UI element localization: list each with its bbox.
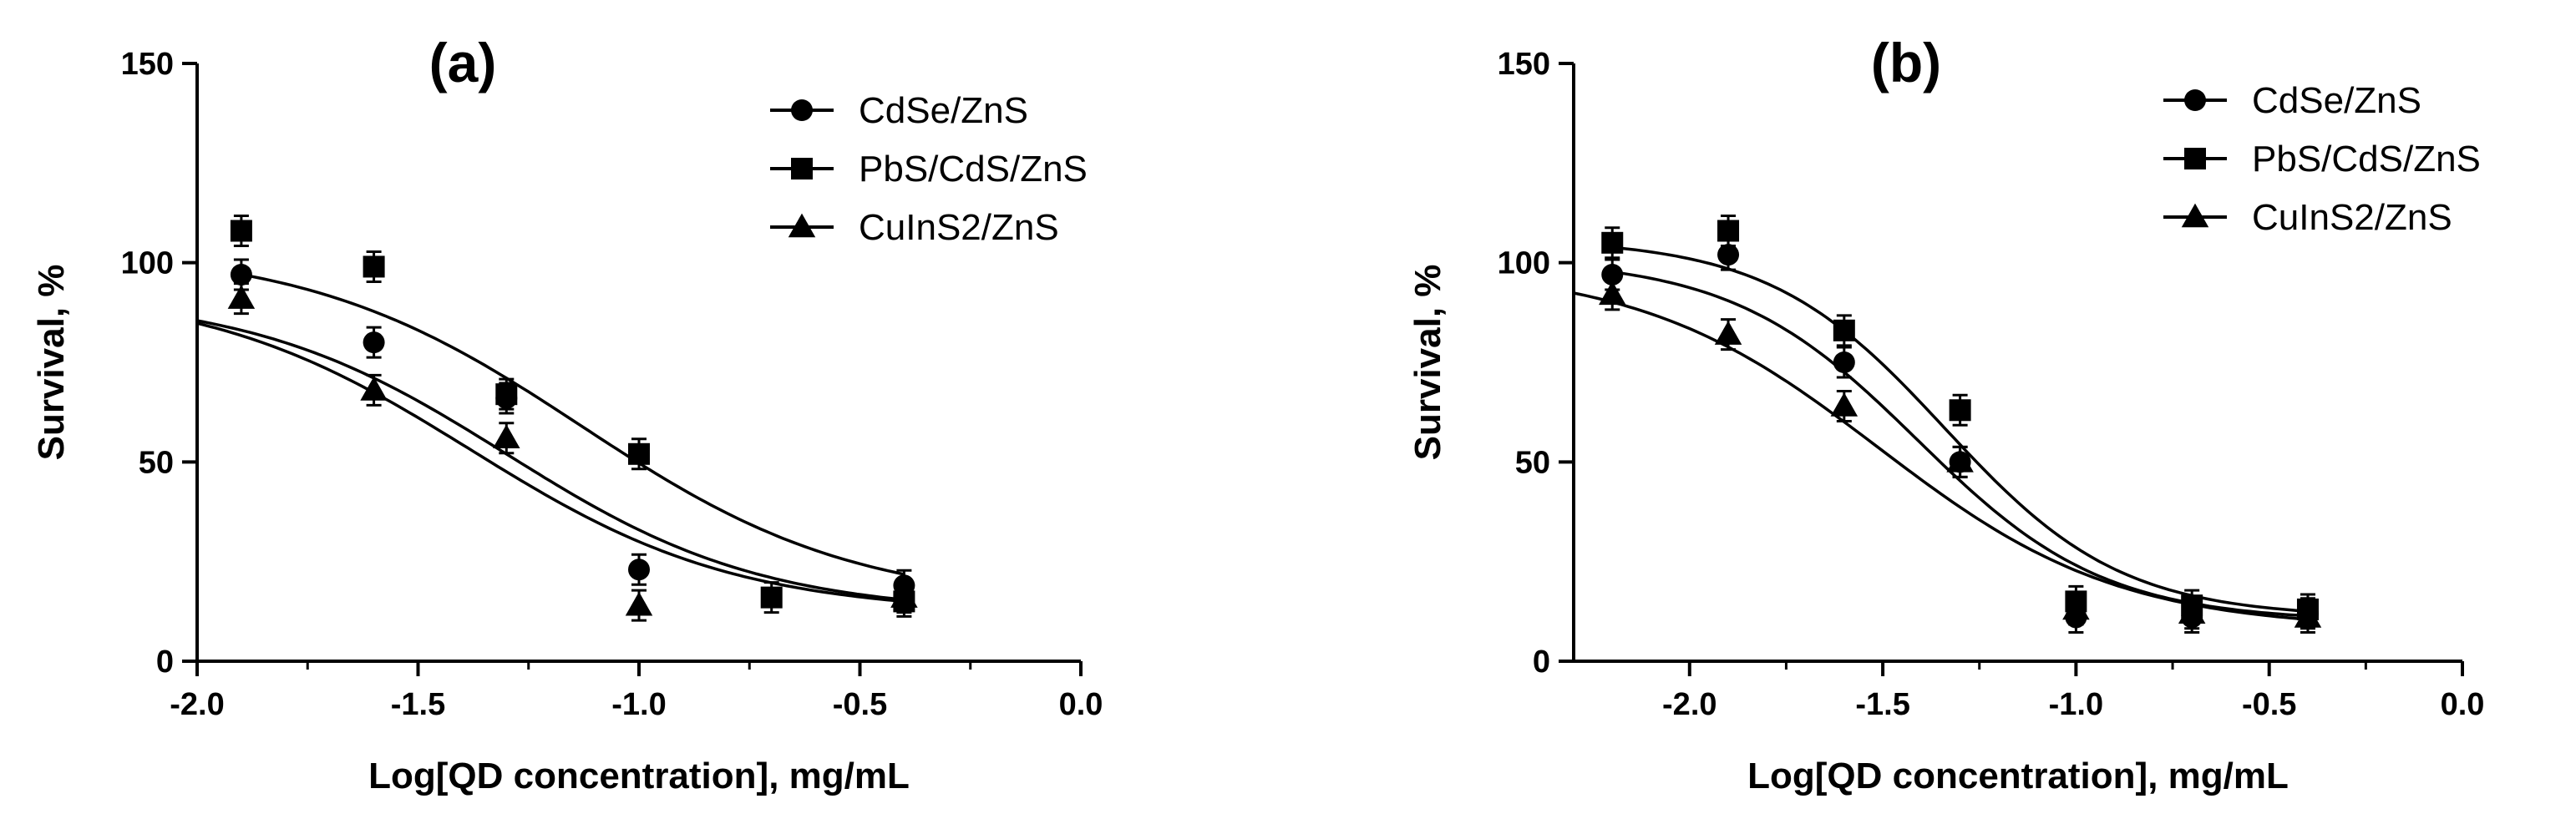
panel-b: 0 50 100 150 -2.0 -1.5 -1.0 -0.5 0.0 Log[QD conce… <box>1407 32 2484 796</box>
data-point-square <box>1949 399 1971 422</box>
data-point-circle <box>1717 244 1740 266</box>
data-point-triangle <box>2062 595 2090 620</box>
x-axis-label: Log[QD concentration], mg/mL <box>1747 756 2289 796</box>
y-axis-label: Survival, % <box>1407 265 1448 461</box>
panel-title: (a) <box>429 32 497 94</box>
data-point-triangle <box>2178 599 2206 624</box>
data-point-circle <box>1833 351 1855 373</box>
x-tick-label: -1.0 <box>611 687 666 722</box>
legend-label: CuInS2/ZnS <box>859 207 1059 248</box>
data-point-square <box>628 442 650 465</box>
y-tick-label: 100 <box>1498 246 1550 281</box>
data-point-circle <box>363 331 385 354</box>
y-tick-label: 150 <box>1498 47 1550 82</box>
panel-title: (b) <box>1871 32 1941 94</box>
legend-label: CdSe/ZnS <box>2252 80 2421 121</box>
legend-marker-circle <box>2184 89 2206 111</box>
x-tick-label: -1.5 <box>1855 687 1909 722</box>
panel-a: 0 50 100 150 -2.0 -1.5 -1.0 -0.5 0.0 Log[QD conce… <box>31 32 1103 796</box>
data-point-square <box>1717 220 1740 242</box>
data-point-circle <box>628 559 650 581</box>
data-point-square <box>363 255 385 278</box>
x-tick-label: -0.5 <box>2242 687 2296 722</box>
data-point-triangle <box>1830 392 1858 417</box>
legend-label: CuInS2/ZnS <box>2252 197 2452 238</box>
fit-curve-square <box>241 272 905 576</box>
data-point-square <box>230 220 252 242</box>
y-tick-label: 100 <box>121 246 174 281</box>
data-point-triangle <box>227 285 256 309</box>
data-point-triangle <box>2294 604 2322 628</box>
y-tick-label: 150 <box>121 47 174 82</box>
fit-curve-square <box>1612 245 2309 613</box>
x-tick-label: -0.5 <box>833 687 887 722</box>
fit-curve-circle <box>196 319 905 602</box>
x-tick-label: -1.0 <box>2049 687 2103 722</box>
data-point-square <box>1833 319 1855 341</box>
fit-curve-triangle <box>196 321 905 604</box>
y-tick-label: 50 <box>1515 445 1550 480</box>
legend-marker-triangle <box>788 213 816 238</box>
legend-marker-triangle <box>2181 203 2209 228</box>
legend-marker-square <box>2184 148 2206 169</box>
fit-curve-triangle <box>1573 291 2309 621</box>
x-tick-label: -1.5 <box>391 687 445 722</box>
x-tick-label: -2.0 <box>1662 687 1716 722</box>
legend-marker-circle <box>791 99 813 121</box>
data-point-square <box>1601 231 1624 254</box>
legend-label: PbS/CdS/ZnS <box>859 149 1088 190</box>
data-point-triangle <box>493 424 520 448</box>
data-point-square <box>760 586 783 609</box>
y-tick-label: 0 <box>1533 645 1550 680</box>
legend-label: CdSe/ZnS <box>859 90 1028 131</box>
y-tick-label: 50 <box>139 445 174 480</box>
legend-label: PbS/CdS/ZnS <box>2252 139 2481 179</box>
x-axis-label: Log[QD concentration], mg/mL <box>368 756 910 796</box>
x-tick-label: -2.0 <box>170 687 224 722</box>
data-point-triangle <box>1599 281 1626 306</box>
data-point-square <box>495 383 518 406</box>
x-tick-label: 0.0 <box>1059 687 1103 722</box>
y-tick-label: 0 <box>156 645 174 680</box>
data-point-triangle <box>890 584 918 608</box>
data-point-triangle <box>360 377 388 401</box>
data-point-triangle <box>1946 447 1974 473</box>
data-point-triangle <box>1714 321 1742 345</box>
y-axis-label: Survival, % <box>31 265 72 461</box>
legend-marker-square <box>791 158 813 179</box>
data-point-triangle <box>625 591 653 616</box>
x-tick-label: 0.0 <box>2441 687 2485 722</box>
